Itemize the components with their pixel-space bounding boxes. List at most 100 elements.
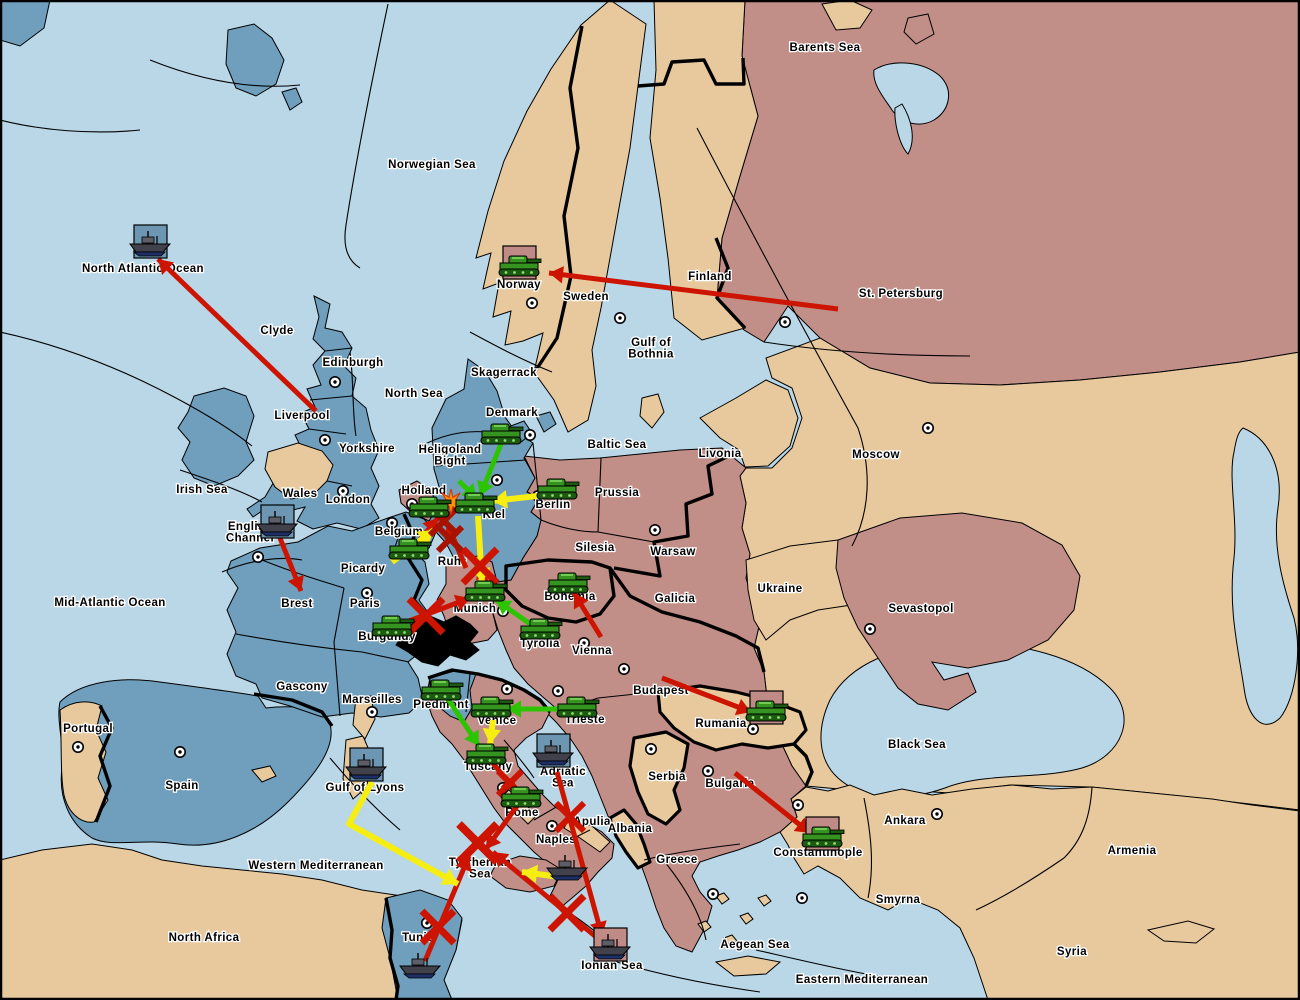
supply-center-dot bbox=[617, 662, 630, 675]
region-label-eastern-mediterranean: Eastern Mediterranean bbox=[796, 974, 928, 986]
region-wales[interactable] bbox=[264, 442, 334, 500]
unit-fleet-naples[interactable] bbox=[546, 855, 589, 881]
region-label-moscow: Moscow bbox=[852, 449, 900, 461]
region-britain[interactable] bbox=[246, 295, 380, 530]
region-turkey[interactable] bbox=[779, 784, 1300, 1000]
islands-northwest bbox=[225, 23, 285, 97]
failed-order-x-mark bbox=[553, 800, 587, 834]
unit-fleet-gulf-of-lyons[interactable] bbox=[345, 747, 388, 782]
order-arrow-green bbox=[477, 443, 504, 497]
unit-army-piedmont[interactable] bbox=[420, 679, 464, 701]
region-label-edinburgh: Edinburgh bbox=[322, 357, 383, 369]
failed-order-x-mark bbox=[456, 821, 500, 865]
supply-center-dot bbox=[360, 586, 373, 599]
order-arrow-layer bbox=[156, 257, 839, 962]
supply-center-dot bbox=[365, 705, 378, 718]
province-borders bbox=[235, 347, 1093, 911]
unit-army-constantinople[interactable] bbox=[801, 816, 845, 851]
supply-center-dot bbox=[72, 740, 85, 753]
order-arrow-green bbox=[445, 697, 482, 748]
supply-center-dot bbox=[525, 296, 538, 309]
supply-center-dot bbox=[328, 375, 341, 388]
region-label-prussia: Prussia bbox=[595, 487, 640, 499]
region-label-brest: Brest bbox=[281, 598, 312, 610]
island-crete bbox=[714, 955, 782, 977]
unit-army-venice[interactable] bbox=[470, 696, 514, 718]
failed-order-x-mark bbox=[547, 893, 587, 933]
region-label-ionian-sea: Ionian Sea bbox=[581, 960, 643, 972]
unit-army-rumania[interactable] bbox=[745, 690, 789, 725]
white-sea bbox=[873, 62, 949, 125]
region-label-naples: Naples bbox=[536, 834, 576, 846]
unit-army-norway[interactable] bbox=[498, 245, 542, 280]
region-portugal[interactable] bbox=[59, 701, 109, 823]
sea-dividers bbox=[0, 3, 971, 993]
unit-army-rome[interactable] bbox=[500, 786, 544, 808]
failed-order-x-mark bbox=[460, 546, 500, 586]
region-label-greece: Greece bbox=[656, 854, 697, 866]
region-label-ukraine: Ukraine bbox=[758, 583, 803, 595]
supply-center-dot bbox=[174, 745, 187, 758]
unit-army-tuscany[interactable] bbox=[465, 743, 509, 765]
order-arrow-red bbox=[277, 537, 304, 592]
region-ireland[interactable] bbox=[177, 387, 255, 487]
region-label-gulf-of-bothnia: Gulf of Bothnia bbox=[628, 337, 674, 361]
unit-army-berlin[interactable] bbox=[536, 478, 580, 500]
unit-fleet-north-atlantic-ocean[interactable] bbox=[129, 224, 172, 259]
unit-fleet-ionian-sea[interactable] bbox=[589, 927, 632, 962]
region-serbia[interactable] bbox=[628, 730, 690, 826]
region-scandinavia[interactable] bbox=[475, 0, 647, 433]
unit-army-belgium[interactable] bbox=[388, 538, 432, 560]
region-sevastopol[interactable] bbox=[835, 512, 1081, 711]
region-label-syria: Syria bbox=[1057, 946, 1087, 958]
supply-center-dot bbox=[644, 742, 657, 755]
unit-army-tyrolia[interactable] bbox=[519, 618, 563, 640]
supply-center-dot bbox=[490, 473, 503, 486]
supply-center-dot bbox=[336, 484, 349, 497]
unit-army-trieste[interactable] bbox=[556, 696, 600, 718]
region-label-serbia: Serbia bbox=[648, 771, 686, 783]
region-label-silesia: Silesia bbox=[575, 542, 614, 554]
unit-army-munich[interactable] bbox=[464, 580, 508, 602]
unit-army-bohemia[interactable] bbox=[547, 572, 591, 594]
order-arrow-green bbox=[507, 700, 566, 718]
supply-center-dot bbox=[318, 433, 331, 446]
region-label-norway: Norway bbox=[497, 279, 541, 291]
order-arrow-red bbox=[571, 591, 604, 639]
region-label-budapest: Budapest bbox=[633, 685, 689, 697]
order-arrow-red bbox=[156, 257, 318, 413]
region-label-armenia: Armenia bbox=[1108, 845, 1157, 857]
supply-center-dot bbox=[523, 428, 536, 441]
unit-fleet-adriatic-sea[interactable] bbox=[532, 733, 575, 768]
caspian-sea bbox=[1231, 427, 1299, 725]
unit-fleet-tunis[interactable] bbox=[399, 953, 442, 979]
supply-center-dot bbox=[930, 807, 943, 820]
region-label-norwegian-sea: Norwegian Sea bbox=[388, 159, 476, 171]
failed-order-x-mark bbox=[419, 908, 457, 946]
region-label-sweden: Sweden bbox=[563, 291, 609, 303]
supply-center-dot bbox=[385, 516, 398, 529]
region-albania[interactable] bbox=[608, 808, 652, 870]
region-label-rumania: Rumania bbox=[695, 718, 747, 730]
unit-fleet-english-channel[interactable] bbox=[256, 504, 299, 539]
island-balearic bbox=[251, 765, 277, 783]
unit-army-holland[interactable] bbox=[408, 496, 452, 518]
unit-army-denmark[interactable] bbox=[480, 423, 524, 445]
supply-center-dot bbox=[500, 682, 513, 695]
corner-landmass bbox=[0, 0, 51, 47]
region-spain[interactable] bbox=[58, 679, 332, 846]
island-cyprus bbox=[1146, 920, 1216, 944]
island-gotland bbox=[639, 393, 665, 429]
region-label-portugal: Portugal bbox=[63, 723, 113, 735]
region-label-tyrolia: Tyrolia bbox=[520, 638, 560, 650]
unit-army-kiel[interactable] bbox=[454, 492, 498, 514]
order-arrow-green bbox=[494, 597, 538, 631]
supply-center-dot bbox=[701, 764, 714, 777]
unit-army-burgundy[interactable] bbox=[371, 615, 415, 637]
region-label-warsaw: Warsaw bbox=[650, 546, 695, 558]
region-label-st-petersburg: St. Petersburg bbox=[859, 288, 943, 300]
region-label-north-atlantic-ocean: North Atlantic Ocean bbox=[82, 263, 204, 275]
region-livonia[interactable] bbox=[699, 379, 799, 468]
